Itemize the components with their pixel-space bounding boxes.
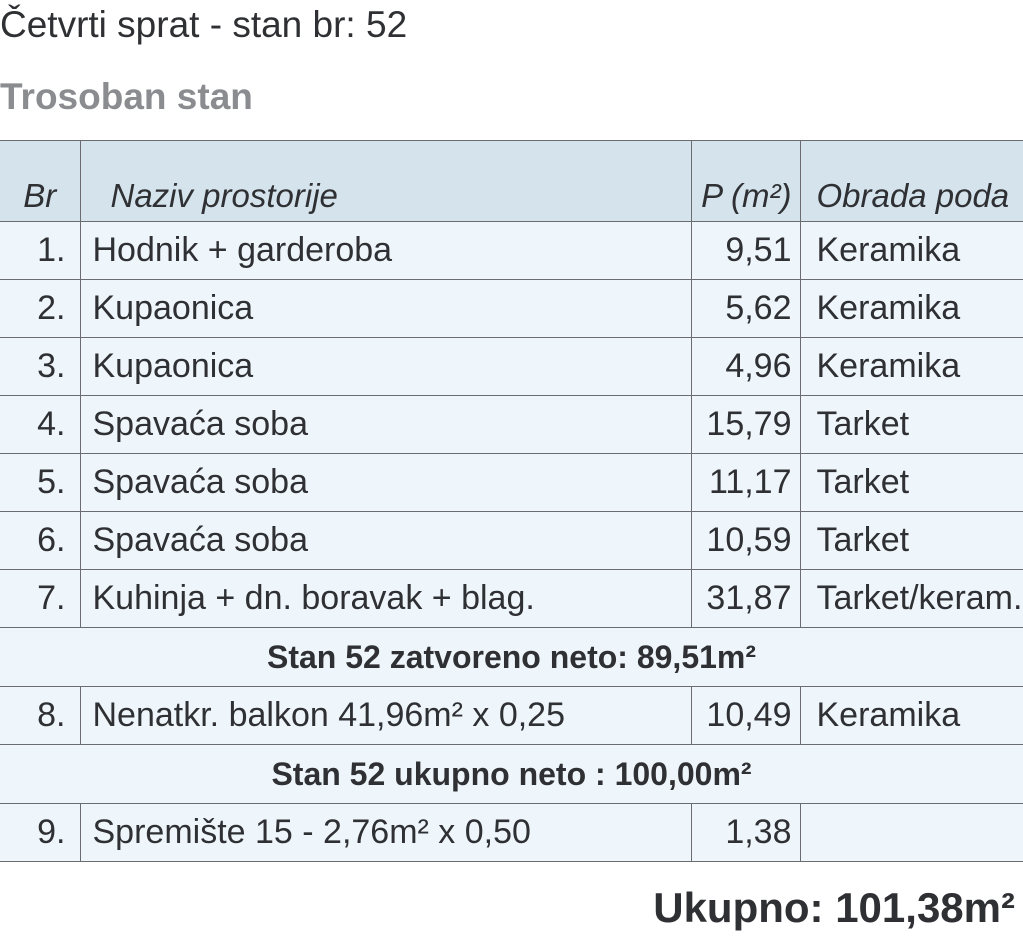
subtotal-net: Stan 52 ukupno neto : 100,00m² [0,744,1023,804]
row-number: 5. [0,453,81,512]
row-area: 4,96 [690,337,801,396]
row-flooring [799,803,1023,862]
header-room-name: Naziv prostorije [79,140,692,222]
row-area: 10,59 [690,511,801,570]
row-area: 1,38 [690,803,801,862]
table-row: 7. Kuhinja + dn. boravak + blag. 31,87 Tark… [0,569,1023,628]
header-flooring: Obrada poda [799,140,1023,222]
row-number: 3. [0,337,81,396]
row-number: 7. [0,569,81,628]
page-title: Četvrti sprat - stan br: 52 [0,4,408,45]
row-flooring: Keramika [799,337,1023,396]
table-row: 9. Spremište 15 - 2,76m² x 0,50 1,38 [0,803,1023,862]
grand-total: Ukupno: 101,38m² [653,884,1015,931]
table-header: Br Naziv prostorije P (m²) Obrada poda [0,140,1023,222]
row-room-name: Spavaća soba [79,511,692,570]
header-area: P (m²) [690,140,801,222]
apartment-type: Trosoban stan [0,76,253,117]
row-area: 5,62 [690,279,801,338]
row-number: 9. [0,803,81,862]
row-flooring: Keramika [799,279,1023,338]
row-flooring: Keramika [799,686,1023,745]
row-number: 4. [0,395,81,454]
table-row: 3. Kupaonica 4,96 Keramika [0,337,1023,396]
table-row: 6. Spavaća soba 10,59 Tarket [0,511,1023,570]
subtotal-net-row: Stan 52 ukupno neto : 100,00m² [0,744,1023,804]
row-number: 2. [0,279,81,338]
subtotal-closed-row: Stan 52 zatvoreno neto: 89,51m² [0,627,1023,687]
row-room-name: Kupaonica [79,279,692,338]
table-row: 5. Spavaća soba 11,17 Tarket [0,453,1023,512]
row-number: 1. [0,221,81,280]
table-row: 1. Hodnik + garderoba 9,51 Keramika [0,221,1023,280]
row-flooring: Tarket [799,395,1023,454]
row-number: 6. [0,511,81,570]
row-area: 31,87 [690,569,801,628]
rooms-table: Br Naziv prostorije P (m²) Obrada poda 1… [0,140,1023,862]
table-row: 2. Kupaonica 5,62 Keramika [0,279,1023,338]
row-area: 10,49 [690,686,801,745]
table-row: 8. Nenatkr. balkon 41,96m² x 0,25 10,49 … [0,686,1023,745]
table-row: 4. Spavaća soba 15,79 Tarket [0,395,1023,454]
row-room-name: Hodnik + garderoba [79,221,692,280]
row-room-name: Spavaća soba [79,395,692,454]
row-flooring: Tarket/keram. [799,569,1023,628]
row-room-name: Kupaonica [79,337,692,396]
row-area: 9,51 [690,221,801,280]
row-flooring: Tarket [799,453,1023,512]
row-number: 8. [0,686,81,745]
row-area: 11,17 [690,453,801,512]
subtotal-closed: Stan 52 zatvoreno neto: 89,51m² [0,627,1023,687]
row-flooring: Keramika [799,221,1023,280]
row-room-name: Nenatkr. balkon 41,96m² x 0,25 [79,686,692,745]
row-room-name: Spremište 15 - 2,76m² x 0,50 [79,803,692,862]
header-number: Br [0,140,81,222]
row-flooring: Tarket [799,511,1023,570]
row-room-name: Spavaća soba [79,453,692,512]
row-area: 15,79 [690,395,801,454]
row-room-name: Kuhinja + dn. boravak + blag. [79,569,692,628]
